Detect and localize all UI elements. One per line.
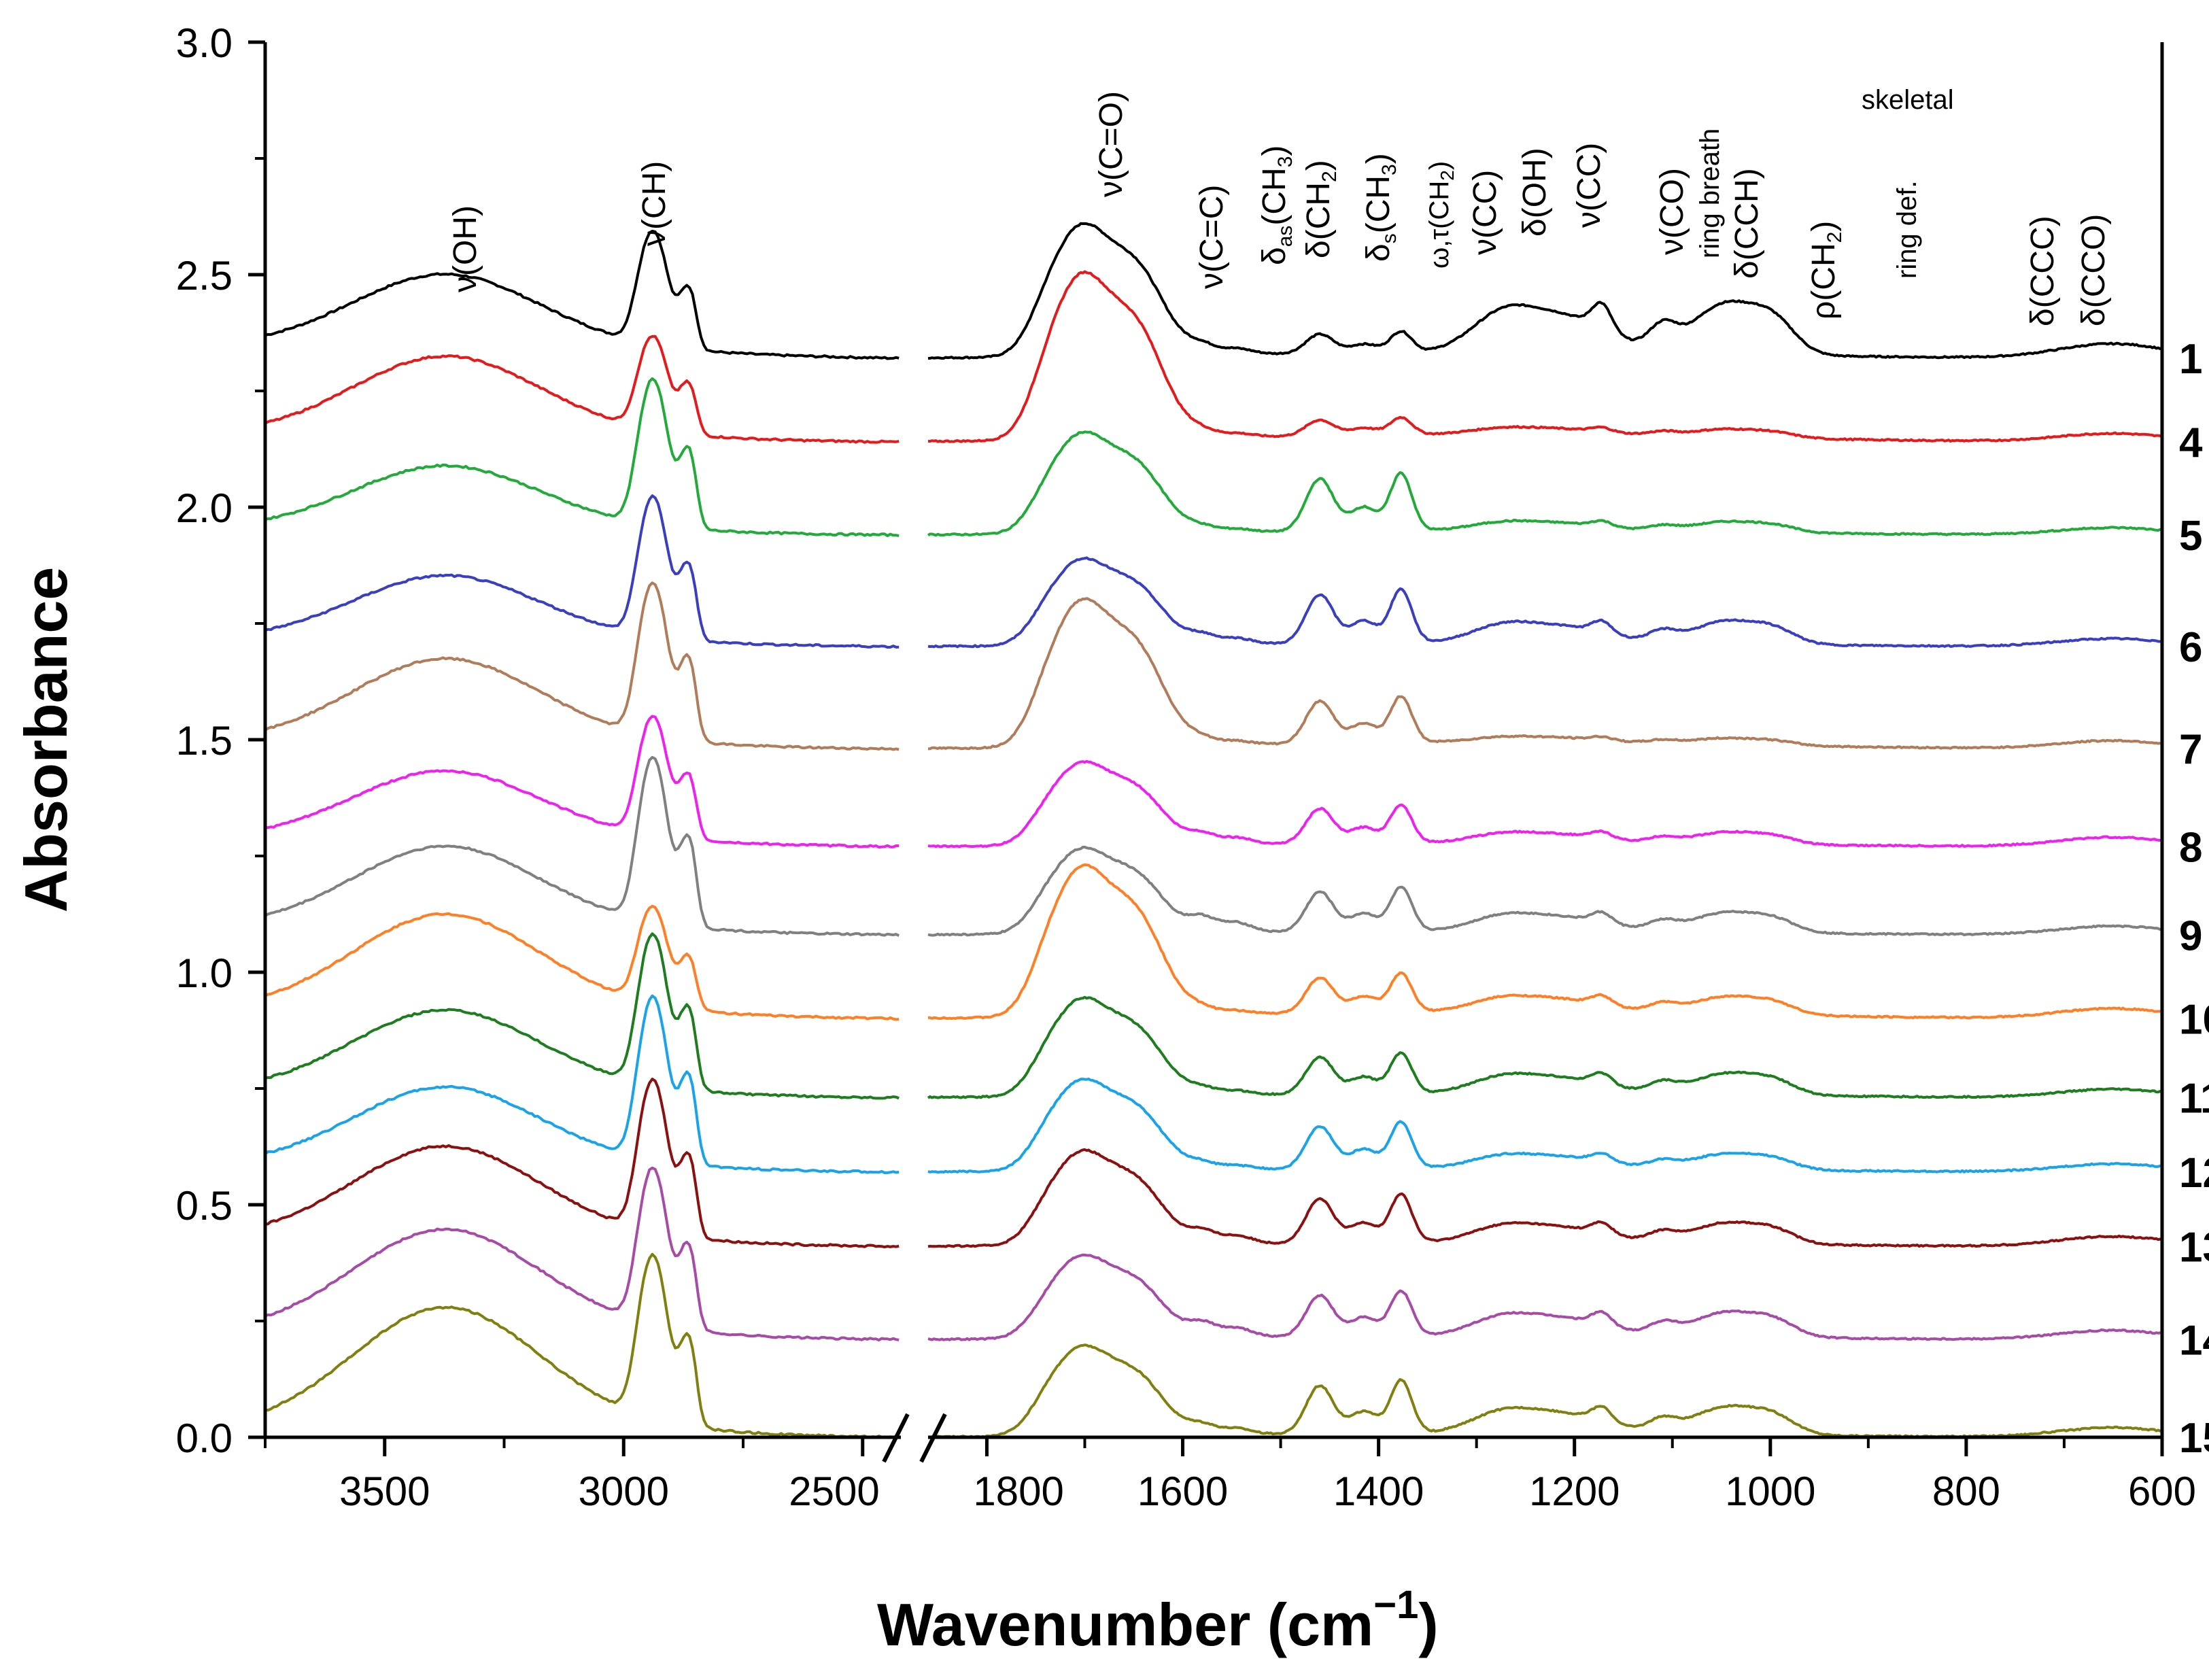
series-4-line-right [928, 270, 2163, 443]
series-10-line-right [927, 863, 2163, 1021]
series-9-line-left [264, 755, 900, 938]
series-13-label: 13 [2179, 1224, 2209, 1271]
series-13-line-left [264, 1078, 900, 1249]
series-7-line-left [264, 581, 900, 751]
series-5-line-right [927, 430, 2163, 537]
x-tick-label: 600 [2128, 1469, 2196, 1514]
x-axis-title: Wavenumber (cm−1) [877, 1583, 1439, 1658]
series-1-label: 1 [2179, 336, 2202, 383]
x-ticks: 3500 3000 2500 1800 1600 1400 1200 1000 800 600 [264, 1437, 2196, 1514]
annotation-ring-def: ring def. [1892, 180, 1922, 279]
series-6-line-right [927, 556, 2163, 649]
series-9-line-right [927, 845, 2163, 937]
series-5-label: 5 [2179, 513, 2202, 560]
series-15-line-left [264, 1252, 900, 1439]
annotation-v-oh: ν(OH) [447, 205, 483, 292]
x-tick-label: 1800 [973, 1469, 1063, 1514]
annotation-d-oh: δ(OH) [1517, 148, 1553, 237]
series-15-label: 15 [2179, 1415, 2209, 1462]
series-12-line-right [927, 1078, 2163, 1174]
x-tick-label: 1400 [1333, 1469, 1424, 1514]
series-10-label: 10 [2179, 996, 2209, 1043]
annotation-wt-ch2: ω,τ(CH2) [1424, 161, 1458, 269]
axis-break-mark [882, 1413, 947, 1463]
x-tick-label: 1600 [1137, 1469, 1228, 1514]
series-10-line-left [264, 904, 900, 1021]
y-tick-label: 1.0 [176, 950, 233, 996]
series-9-label: 9 [2179, 912, 2202, 959]
annotation-d-as-ch3: δas(CH3) [1256, 145, 1297, 265]
annotation-d-ch2: δ(CH2) [1301, 160, 1341, 258]
series-6-label: 6 [2179, 624, 2202, 671]
annotation-v-c-o-double: ν(C=O) [1093, 91, 1129, 197]
series-4-line-left [264, 335, 900, 444]
series-14-line-right [927, 1253, 2163, 1341]
annotation-d-cco: δ(CCO) [2076, 214, 2112, 326]
series-14-line-left [264, 1166, 900, 1341]
series-6-line-left [264, 494, 900, 649]
y-tick-label: 1.5 [176, 718, 233, 764]
series-8-line-left [265, 715, 900, 849]
series-1-line-right [927, 222, 2163, 360]
annotation-rho-ch2: ρ(CH2) [1806, 221, 1846, 320]
series-11-line-right [927, 995, 2163, 1099]
annotation-d-ccc: δ(CCC) [2025, 216, 2061, 326]
sample-labels: 1456789101112131415 [2179, 336, 2209, 1462]
series-13-line-right [927, 1148, 2163, 1248]
series-4-label: 4 [2179, 419, 2203, 466]
y-tick-label: 0.0 [176, 1416, 233, 1461]
series-14-label: 14 [2179, 1317, 2209, 1364]
y-ticks: 0.0 0.5 1.0 1.5 2.0 2.5 3.0 [176, 20, 265, 1461]
series-8-label: 8 [2179, 824, 2202, 871]
series-15-line-right [927, 1343, 2163, 1439]
x-tick-label: 2500 [789, 1469, 879, 1514]
y-tick-label: 0.5 [176, 1183, 233, 1229]
series-11-line-left [264, 932, 900, 1100]
x-tick-label: 3000 [579, 1469, 669, 1514]
y-axis-title: Absorbance [12, 567, 80, 913]
annotation-v-ch: ν(CH) [636, 161, 672, 246]
x-tick-label: 1000 [1725, 1469, 1815, 1514]
series-5-line-left [264, 377, 900, 537]
series-8-line-right [927, 759, 2163, 848]
series-1-line-left [264, 229, 900, 360]
series-12-line-left [264, 994, 900, 1174]
y-tick-label: 2.5 [176, 253, 233, 298]
series-7-label: 7 [2179, 727, 2202, 774]
x-tick-label: 800 [1932, 1469, 2000, 1514]
series-12-label: 12 [2179, 1150, 2209, 1197]
annotation-v-cc-1: ν(CC) [1467, 170, 1503, 255]
annotation-skeletal: skeletal [1862, 85, 1954, 115]
annotation-d-s-ch3: δs(CH3) [1360, 153, 1401, 262]
annotation-v-cc-2: ν(CC) [1571, 143, 1607, 228]
y-tick-label: 2.0 [176, 485, 233, 531]
band-annotations: ν(OH) ν(CH) ν(C=O) ν(C=C) δas(CH3) δ(CH2… [447, 85, 2112, 326]
series-7-line-right [927, 597, 2163, 751]
series-11-label: 11 [2179, 1076, 2209, 1122]
annotation-d-cch: δ(CCH) [1729, 168, 1765, 279]
annotation-v-c-c-double: ν(C=C) [1194, 185, 1230, 289]
x-tick-label: 1200 [1529, 1469, 1620, 1514]
spectra-traces [264, 222, 2163, 1439]
annotation-ring-breath: ring breath [1695, 128, 1725, 258]
x-tick-label: 3500 [339, 1469, 430, 1514]
annotation-v-co: ν(CO) [1654, 168, 1690, 255]
y-tick-label: 3.0 [176, 20, 233, 66]
